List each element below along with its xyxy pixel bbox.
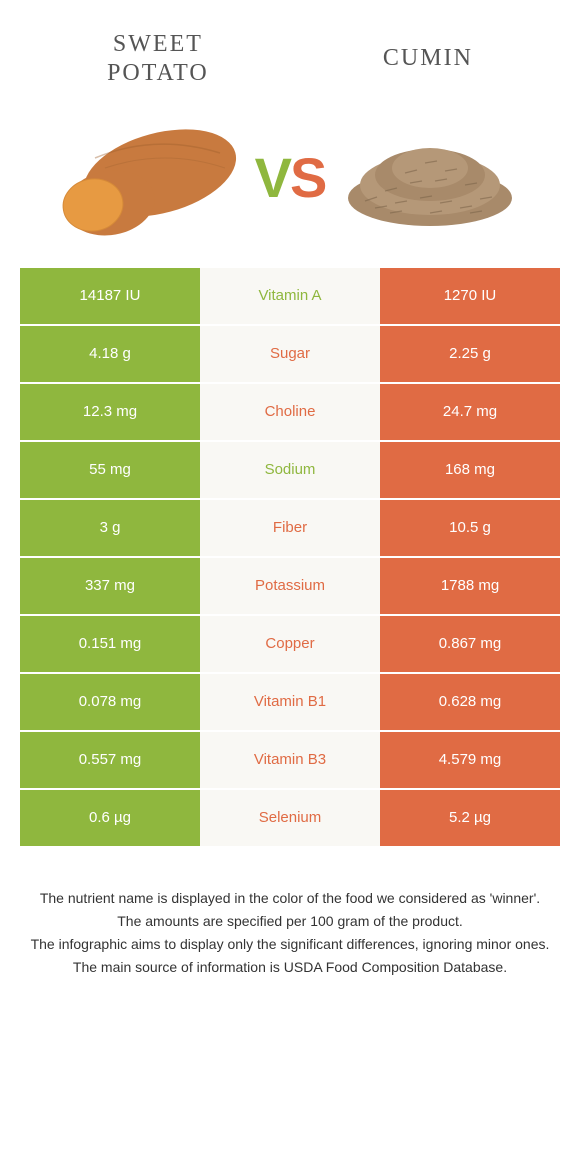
nutrient-right-value: 0.628 mg [380, 674, 560, 730]
nutrient-right-value: 0.867 mg [380, 616, 560, 672]
nutrient-left-value: 4.18 g [20, 326, 200, 382]
table-row: 0.078 mgVitamin B10.628 mg [20, 674, 560, 730]
table-row: 14187 IUVitamin A1270 IU [20, 268, 560, 324]
footer-line2: The amounts are specified per 100 gram o… [30, 911, 550, 932]
nutrient-left-value: 3 g [20, 500, 200, 556]
nutrient-label: Potassium [200, 558, 380, 614]
table-row: 337 mgPotassium1788 mg [20, 558, 560, 614]
nutrient-label: Vitamin A [200, 268, 380, 324]
nutrient-left-value: 337 mg [20, 558, 200, 614]
table-row: 0.557 mgVitamin B34.579 mg [20, 732, 560, 788]
nutrient-label: Copper [200, 616, 380, 672]
nutrient-label: Vitamin B1 [200, 674, 380, 730]
footer-line1: The nutrient name is displayed in the co… [30, 888, 550, 909]
nutrient-right-value: 2.25 g [380, 326, 560, 382]
footer-line3: The infographic aims to display only the… [30, 934, 550, 955]
food-right-title: CUMIN [383, 44, 473, 73]
nutrient-table: 14187 IUVitamin A1270 IU4.18 gSugar2.25 … [20, 268, 560, 846]
nutrient-left-value: 0.151 mg [20, 616, 200, 672]
nutrient-label: Vitamin B3 [200, 732, 380, 788]
nutrient-right-value: 168 mg [380, 442, 560, 498]
nutrient-left-value: 12.3 mg [20, 384, 200, 440]
food-left-title: SWEET POTATO [107, 30, 209, 88]
nutrient-label: Sugar [200, 326, 380, 382]
vs-v: V [255, 146, 290, 209]
nutrient-right-value: 4.579 mg [380, 732, 560, 788]
nutrient-left-value: 0.6 µg [20, 790, 200, 846]
nutrient-left-value: 0.078 mg [20, 674, 200, 730]
vs-s: S [290, 146, 325, 209]
table-row: 0.6 µgSelenium5.2 µg [20, 790, 560, 846]
nutrient-left-value: 0.557 mg [20, 732, 200, 788]
sweet-potato-image [55, 113, 245, 243]
nutrient-right-value: 1788 mg [380, 558, 560, 614]
nutrient-right-value: 5.2 µg [380, 790, 560, 846]
vs-label: VS [255, 145, 326, 210]
footer-notes: The nutrient name is displayed in the co… [0, 848, 580, 978]
images-row: VS [0, 98, 580, 268]
footer-line4: The main source of information is USDA F… [30, 957, 550, 978]
table-row: 0.151 mgCopper0.867 mg [20, 616, 560, 672]
food-left-title-line1: SWEET [107, 30, 209, 59]
nutrient-label: Choline [200, 384, 380, 440]
nutrient-label: Sodium [200, 442, 380, 498]
nutrient-left-value: 14187 IU [20, 268, 200, 324]
table-row: 55 mgSodium168 mg [20, 442, 560, 498]
header: SWEET POTATO CUMIN [0, 0, 580, 98]
nutrient-right-value: 24.7 mg [380, 384, 560, 440]
table-row: 3 gFiber10.5 g [20, 500, 560, 556]
nutrient-left-value: 55 mg [20, 442, 200, 498]
nutrient-right-value: 1270 IU [380, 268, 560, 324]
nutrient-right-value: 10.5 g [380, 500, 560, 556]
food-left-title-line2: POTATO [107, 59, 209, 88]
nutrient-label: Fiber [200, 500, 380, 556]
table-row: 12.3 mgCholine24.7 mg [20, 384, 560, 440]
table-row: 4.18 gSugar2.25 g [20, 326, 560, 382]
nutrient-label: Selenium [200, 790, 380, 846]
cumin-image [335, 113, 525, 243]
